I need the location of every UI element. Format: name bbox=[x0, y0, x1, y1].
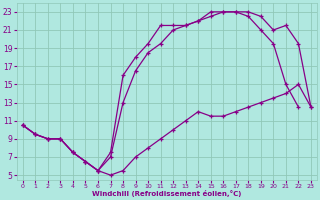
X-axis label: Windchill (Refroidissement éolien,°C): Windchill (Refroidissement éolien,°C) bbox=[92, 190, 242, 197]
